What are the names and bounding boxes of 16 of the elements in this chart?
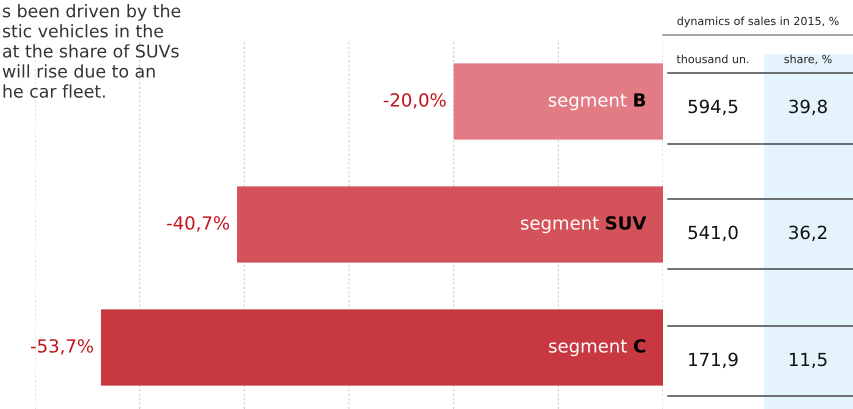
y-tick-label: segment SUV	[521, 216, 646, 234]
data-label: -53,7%	[31, 339, 93, 355]
y-tick-label: segment C	[549, 339, 646, 356]
text: 541,0	[688, 226, 738, 242]
text: 11,5	[790, 352, 827, 368]
text: 36,2	[789, 226, 826, 242]
text: share, %	[784, 54, 832, 64]
text: thousand un.	[676, 54, 748, 64]
y-tick-label: segment B	[548, 93, 646, 110]
text: 594,5	[688, 100, 738, 116]
data-label: -20,0%	[384, 93, 446, 109]
text: 39,8	[789, 100, 827, 116]
text: 171,9	[689, 352, 738, 368]
annotation: s been driven by the stic vehicles in the at the share of SUVs will rise due to an he car fleet.	[2, 4, 180, 98]
text: dynamics of sales in 2015, %	[677, 16, 839, 28]
data-label: -40,7%	[167, 216, 230, 232]
